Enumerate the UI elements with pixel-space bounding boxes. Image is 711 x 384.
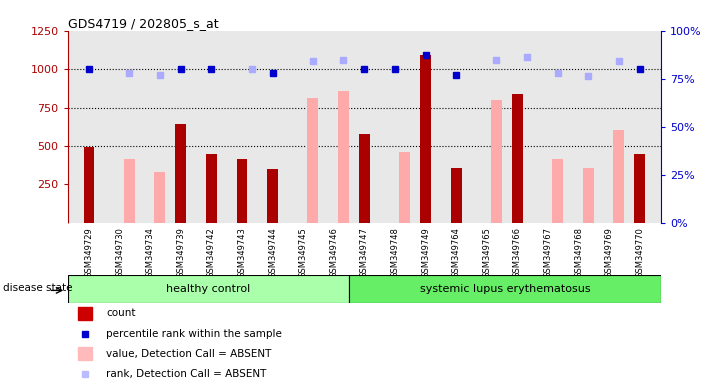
Text: systemic lupus erythematosus: systemic lupus erythematosus — [420, 284, 590, 294]
Text: value, Detection Call = ABSENT: value, Detection Call = ABSENT — [106, 349, 272, 359]
Text: healthy control: healthy control — [166, 284, 250, 294]
Text: GSM349743: GSM349743 — [237, 227, 247, 278]
Text: GSM349734: GSM349734 — [146, 227, 155, 278]
Bar — [78, 347, 92, 360]
Text: GSM349765: GSM349765 — [482, 227, 491, 278]
Bar — [420, 55, 431, 223]
Bar — [359, 134, 370, 223]
Bar — [349, 275, 661, 303]
Text: GSM349739: GSM349739 — [176, 227, 186, 278]
Bar — [176, 124, 186, 223]
Bar — [338, 91, 349, 223]
Bar — [68, 275, 349, 303]
Text: GSM349749: GSM349749 — [421, 227, 430, 278]
Text: GSM349768: GSM349768 — [574, 227, 583, 278]
Text: count: count — [106, 308, 136, 318]
Text: GSM349747: GSM349747 — [360, 227, 369, 278]
Text: GSM349770: GSM349770 — [636, 227, 644, 278]
Text: GSM349730: GSM349730 — [115, 227, 124, 278]
Bar — [124, 159, 134, 223]
Bar — [512, 94, 523, 223]
Text: GSM349746: GSM349746 — [329, 227, 338, 278]
Text: percentile rank within the sample: percentile rank within the sample — [106, 329, 282, 339]
Text: GSM349748: GSM349748 — [390, 227, 400, 278]
Bar — [78, 307, 92, 320]
Text: disease state: disease state — [4, 283, 73, 293]
Text: GSM349742: GSM349742 — [207, 227, 216, 278]
Bar — [400, 152, 410, 223]
Text: GSM349767: GSM349767 — [543, 227, 552, 278]
Bar — [583, 168, 594, 223]
Bar — [552, 159, 563, 223]
Bar — [84, 147, 95, 223]
Text: GDS4719 / 202805_s_at: GDS4719 / 202805_s_at — [68, 17, 218, 30]
Text: rank, Detection Call = ABSENT: rank, Detection Call = ABSENT — [106, 369, 267, 379]
Bar — [237, 159, 247, 223]
Text: GSM349745: GSM349745 — [299, 227, 308, 278]
Bar — [154, 172, 165, 223]
Text: GSM349769: GSM349769 — [605, 227, 614, 278]
Text: GSM349766: GSM349766 — [513, 227, 522, 278]
Bar — [634, 154, 645, 223]
Bar — [614, 130, 624, 223]
Bar — [206, 154, 217, 223]
Bar — [491, 100, 502, 223]
Bar — [451, 168, 461, 223]
Text: GSM349744: GSM349744 — [268, 227, 277, 278]
Text: GSM349729: GSM349729 — [85, 227, 93, 278]
Bar — [307, 98, 319, 223]
Bar — [267, 169, 278, 223]
Text: GSM349764: GSM349764 — [451, 227, 461, 278]
